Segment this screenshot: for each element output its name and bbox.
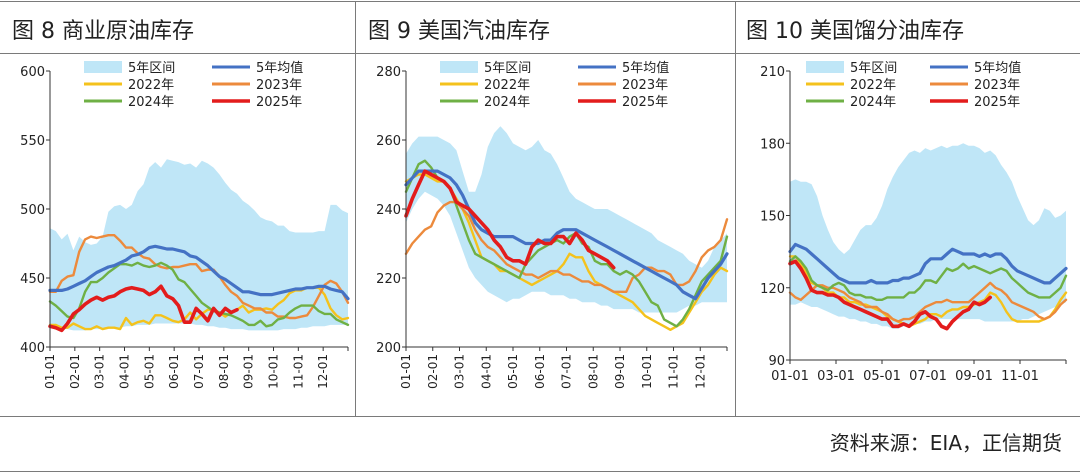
y-tick-label: 500 [20,203,45,218]
legend-label-y2025: 2025年 [974,95,1020,110]
legend-label-y2023: 2023年 [622,78,668,93]
y-tick-label: 90 [768,354,785,369]
legend-label-range-5yr: 5年区间 [850,61,897,76]
series-range-5yr-band [406,126,727,313]
x-tick-label: 02-01 [426,354,440,389]
x-tick-label: 09-01 [242,354,256,389]
legend-label-avg-5yr: 5年均值 [256,60,303,76]
title-row-divider [0,53,1080,54]
x-tick-label: 03-01 [93,354,107,389]
legend-label-y2024: 2024年 [128,95,174,110]
legend-label-y2022: 2022年 [484,78,530,93]
x-tick-label: 01-01 [771,369,809,384]
bottom-border [0,471,1080,472]
panel-divider-2 [735,1,736,416]
y-tick-label: 210 [760,65,785,80]
top-border [0,1,1080,2]
x-tick-label: 09-01 [955,369,993,384]
x-tick-label: 11-01 [667,354,681,389]
chart-title-gasoline: 图 9 美国汽油库存 [368,19,550,44]
y-tick-label: 120 [760,282,785,297]
legend-label-y2022: 2022年 [128,78,174,93]
x-tick-label: 06-01 [533,354,547,389]
series-range-5yr-band [50,159,348,331]
x-tick-label: 04-01 [118,354,132,389]
legend-label-y2023: 2023年 [256,78,302,93]
series-y2023-line [48,234,350,320]
x-tick-label: 12-01 [693,354,707,389]
x-tick-label: 10-01 [640,354,654,389]
x-tick-label: 03-01 [817,369,855,384]
y-tick-label: 200 [376,341,401,356]
y-tick-label: 260 [376,134,401,149]
y-tick-label: 400 [20,341,45,356]
x-tick-label: 02-01 [68,354,82,389]
y-tick-label: 150 [760,210,785,225]
x-tick-label: 07-01 [560,354,574,389]
series-y2025-line [788,259,992,331]
legend-label-y2022: 2022年 [850,78,896,93]
x-tick-label: 01-01 [399,354,413,389]
legend-swatch-range-5yr [806,61,844,73]
x-tick-label: 07-01 [909,369,947,384]
x-tick-label: 05-01 [142,354,156,389]
y-tick-label: 240 [376,203,401,218]
y-tick-label: 550 [20,134,45,149]
x-tick-label: 01-01 [43,354,57,389]
x-tick-label: 09-01 [613,354,627,389]
series-y2023-line [788,281,1068,323]
source-row-divider [0,416,1080,417]
x-tick-label: 06-01 [167,354,181,389]
y-tick-label: 280 [376,65,401,80]
x-tick-label: 04-01 [479,354,493,389]
x-tick-label: 07-01 [192,354,206,389]
chart-title-distillate: 图 10 美国馏分油库存 [746,19,964,44]
source-note: 资料来源：EIA，正信期货 [829,431,1062,455]
legend-label-y2023: 2023年 [974,78,1020,93]
legend-label-avg-5yr: 5年均值 [974,60,1021,76]
y-tick-label: 450 [20,272,45,287]
series-y2025-line [48,284,239,333]
panel-divider-1 [355,1,356,416]
series-avg-5yr-line [404,169,729,301]
series-avg-5yr-line [788,242,1068,285]
series-y2024-line [48,261,350,328]
series-y2024-line [788,255,1068,301]
y-tick-label: 600 [20,65,45,80]
x-tick-label: 05-01 [506,354,520,389]
legend-label-y2024: 2024年 [484,95,530,110]
legend-swatch-range-5yr [440,61,478,73]
x-tick-label: 08-01 [586,354,600,389]
legend-label-avg-5yr: 5年均值 [622,60,669,76]
legend-label-y2025: 2025年 [622,95,668,110]
x-tick-label: 03-01 [453,354,467,389]
x-tick-label: 10-01 [267,354,281,389]
x-tick-label: 05-01 [863,369,901,384]
x-tick-label: 11-01 [291,354,305,389]
legend-swatch-range-5yr [84,61,122,73]
x-tick-label: 11-01 [1001,369,1039,384]
legend-label-y2025: 2025年 [256,95,302,110]
series-y2025-line [404,169,616,270]
chart-title-crude: 图 8 商业原油库存 [12,19,194,44]
series-avg-5yr-line [48,244,350,301]
legend-label-range-5yr: 5年区间 [484,61,531,76]
x-tick-label: 12-01 [316,354,330,389]
y-tick-label: 180 [760,137,785,152]
y-tick-label: 220 [376,272,401,287]
legend-label-range-5yr: 5年区间 [128,61,175,76]
legend-label-y2024: 2024年 [850,95,896,110]
series-range-5yr-band [790,143,1066,329]
x-tick-label: 08-01 [217,354,231,389]
